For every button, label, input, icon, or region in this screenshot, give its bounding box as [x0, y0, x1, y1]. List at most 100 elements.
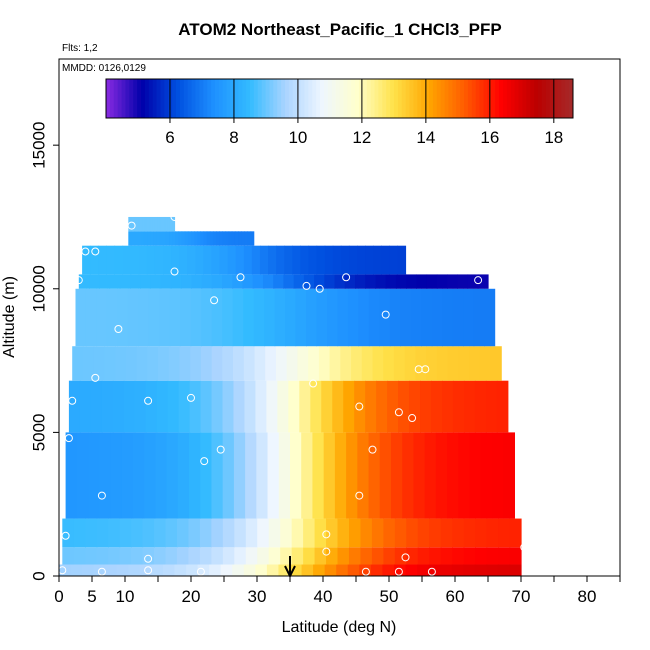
colorbar-segment: [553, 79, 558, 118]
field-cell: [242, 274, 254, 289]
field-cell: [211, 346, 223, 381]
field-cell: [175, 231, 180, 246]
field-cell: [463, 547, 476, 565]
x-tick-label: 10: [116, 587, 135, 606]
field-cell: [332, 380, 344, 433]
field-cell: [486, 564, 499, 576]
field-cell: [355, 274, 366, 289]
colorbar-segment: [176, 79, 181, 118]
colorbar-frame: [105, 78, 574, 119]
colorbar-segment: [109, 79, 115, 118]
field-cell: [211, 518, 224, 548]
field-cell: [143, 216, 146, 232]
field-cell: [257, 547, 270, 565]
field-cell: [158, 346, 170, 381]
colorbar-segment: [374, 79, 379, 118]
field-cell: [231, 231, 236, 246]
x-axis: 0 5 10 20 30 40 50 60 70 80: [54, 576, 621, 606]
sample-point: [114, 324, 123, 333]
field-cell: [222, 380, 235, 433]
sample-point: [64, 434, 73, 443]
field-cell: [474, 380, 487, 433]
field-cell: [337, 518, 350, 548]
field-cell: [360, 547, 373, 565]
field-cell: [244, 231, 249, 246]
field-cell: [219, 245, 229, 275]
field-cell: [131, 216, 134, 232]
field-cell: [203, 245, 213, 275]
field-cell: [368, 288, 380, 347]
field-cell: [159, 216, 162, 232]
field-cell: [88, 432, 100, 519]
colorbar-segment: [557, 79, 562, 118]
colorbar-tick-label: 14: [416, 128, 435, 147]
field-cell: [440, 564, 453, 576]
field-cell: [110, 432, 123, 519]
field-cell: [268, 547, 281, 565]
field-cell: [313, 564, 326, 576]
field-cell: [398, 380, 410, 433]
colorbar-segment: [304, 79, 309, 118]
field-cell: [406, 547, 419, 565]
colorbar-segment: [308, 79, 313, 118]
field-cell: [463, 564, 476, 576]
field-cell: [117, 288, 129, 347]
x-tick-label: 60: [446, 587, 465, 606]
field-cell: [406, 518, 419, 548]
x-tick-label: 20: [182, 587, 201, 606]
field-cell: [347, 288, 359, 347]
field-cell: [201, 288, 213, 347]
sample-point: [236, 273, 245, 282]
field-cell: [420, 380, 432, 433]
field-cell: [365, 274, 377, 289]
colorbar-segment: [541, 79, 547, 118]
colorbar-segment: [249, 79, 255, 118]
colorbar-segment: [253, 79, 259, 118]
field-cell: [146, 245, 156, 275]
colorbar-segment: [187, 79, 193, 118]
field-cell: [134, 231, 139, 246]
colorbar-segment: [125, 79, 130, 118]
field-cell: [137, 216, 140, 232]
sample-point: [474, 276, 483, 285]
colorbar-segment: [409, 79, 414, 118]
colorbar-segment: [164, 79, 169, 118]
y-tick-label: 5000: [30, 413, 49, 451]
flights-label: Flts: 1,2: [62, 43, 98, 54]
field-cell: [477, 274, 489, 289]
field-cell: [421, 288, 433, 347]
field-cell: [371, 547, 384, 565]
colorbar-segment: [530, 79, 535, 118]
field-cell: [176, 547, 190, 565]
sample-point: [74, 276, 83, 285]
field-cell: [144, 216, 147, 232]
field-cell: [312, 432, 325, 519]
field-cell: [394, 518, 407, 548]
arrow-head: [284, 565, 296, 579]
colorbar-segment: [281, 79, 286, 118]
field-cell: [490, 346, 502, 381]
colorbar-segment: [390, 79, 395, 118]
field-cell: [314, 274, 325, 289]
field-cell: [429, 547, 442, 565]
colorbar-segment: [518, 79, 523, 118]
field-cell: [115, 346, 127, 381]
field-cell: [262, 274, 274, 289]
colorbar-segment: [358, 79, 364, 118]
field-cell: [199, 547, 212, 565]
colorbar-segment: [300, 79, 305, 118]
field-cell: [169, 231, 173, 246]
field-cell: [145, 380, 158, 433]
field-cell: [140, 231, 145, 246]
sample-point: [401, 553, 410, 562]
sample-point: [97, 567, 106, 576]
field-cell: [254, 346, 266, 381]
colorbar-segment: [160, 79, 165, 118]
field-cell: [222, 346, 234, 381]
field-cell: [73, 547, 86, 565]
field-cell: [146, 216, 149, 232]
field-cell: [283, 274, 295, 289]
field-cell: [121, 432, 134, 519]
colorbar-segment: [440, 79, 446, 118]
colorbar-segment: [537, 79, 543, 118]
